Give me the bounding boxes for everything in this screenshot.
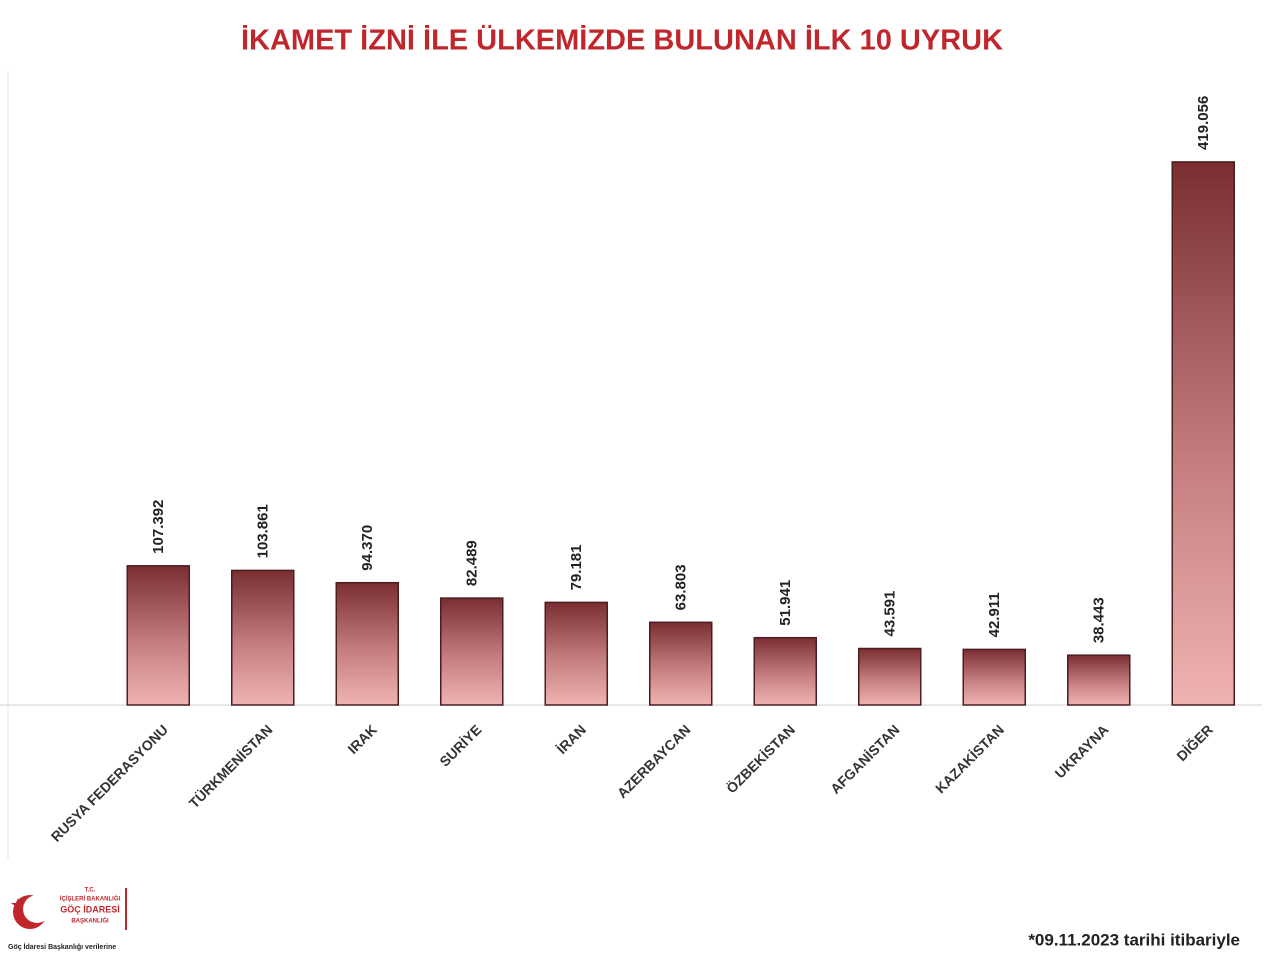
bar: [335, 581, 399, 706]
bar: [962, 648, 1026, 706]
bar: [1171, 161, 1235, 706]
value-label: 82.489: [464, 540, 481, 586]
logo-crescent-cut: [23, 895, 51, 923]
x-tick-label: DİĞER: [1173, 721, 1216, 764]
value-label: 103.861: [255, 504, 272, 558]
bar: [544, 601, 608, 706]
chart-title: İKAMET İZNİ İLE ÜLKEMİZDE BULUNAN İLK 10…: [241, 24, 1003, 57]
footnote: *09.11.2023 tarihi itibariyle: [1028, 930, 1240, 949]
value-label: 51.941: [777, 580, 794, 626]
logo: T.C. İÇİŞLERİ BAKANLIĞI GÖÇ İDARESİ BAŞK…: [8, 888, 127, 951]
value-label: 63.803: [673, 564, 690, 610]
bar: [1067, 654, 1131, 706]
logo-star: [11, 898, 25, 911]
x-tick-label: AFGANİSTAN: [827, 721, 902, 796]
x-tick-label: ÖZBEKİSTAN: [723, 721, 798, 796]
bar: [126, 565, 190, 706]
logo-text: İÇİŞLERİ BAKANLIĞI: [60, 895, 121, 903]
value-label: 43.591: [882, 591, 899, 637]
bar: [858, 647, 922, 706]
logo-caption: Göç İdaresi Başkanlığı verilerine: [8, 943, 116, 951]
logo-text: T.C.: [85, 888, 96, 894]
bar: [753, 636, 817, 706]
value-label: 38.443: [1091, 597, 1108, 643]
bar: [440, 597, 504, 706]
x-tick-label: KAZAKİSTAN: [932, 721, 1007, 796]
x-tick-label: İRAN: [553, 721, 589, 757]
x-tick-label: TÜRKMENİSTAN: [186, 721, 276, 811]
bar: [649, 621, 713, 706]
value-label: 79.181: [568, 544, 585, 590]
x-tick-label: IRAK: [344, 721, 380, 757]
x-tick-label: AZERBAYCAN: [614, 721, 694, 801]
value-label: 94.370: [359, 525, 376, 571]
value-label: 419.056: [1195, 96, 1212, 150]
x-tick-label: UKRAYNA: [1052, 721, 1112, 781]
value-label: 42.911: [986, 592, 1003, 637]
bar: [231, 569, 295, 706]
value-label: 107.392: [150, 500, 167, 554]
x-tick-label: SURİYE: [436, 721, 484, 769]
x-tick-label: RUSYA FEDERASYONU: [48, 721, 171, 844]
logo-text: GÖÇ İDARESİ: [60, 904, 120, 914]
logo-text: BAŞKANLIĞI: [71, 917, 109, 925]
